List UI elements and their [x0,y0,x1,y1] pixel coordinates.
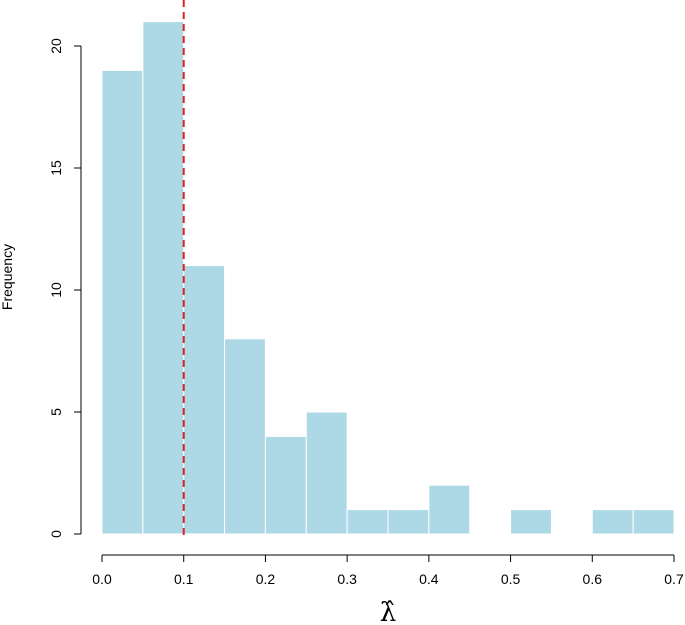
histogram-bar [510,509,552,535]
x-tick-label: 0.0 [92,571,112,587]
histogram-bar [264,435,307,535]
x-tick-label: 0.5 [501,571,521,587]
y-tick-label: 10 [48,282,64,298]
histogram-bar [101,69,144,535]
bars-layer [101,21,675,535]
histogram-bar [387,509,430,535]
x-tick-label: 0.2 [256,571,276,587]
x-tick-label: 0.1 [174,571,194,587]
y-axis: 0 5 10 15 20 [48,38,82,538]
histogram-bar [224,338,266,535]
x-tick-label: 0.3 [337,571,357,587]
y-tick-label: 15 [48,160,64,176]
histogram-bar [632,509,675,535]
histogram-bar [591,509,634,535]
y-tick-label: 5 [48,408,64,416]
histogram-bar [142,21,185,535]
x-tick-label: 0.4 [419,571,439,587]
y-tick-label: 20 [48,38,64,54]
x-tick-label: 0.7 [664,571,684,587]
x-tick-label: 0.6 [583,571,603,587]
histogram-bar [183,265,226,535]
y-tick-label: 0 [48,530,64,538]
histogram-bar [346,509,389,535]
x-axis: 0.0 0.1 0.2 0.3 0.4 0.5 0.6 0.7 [92,554,684,587]
x-axis-title: λ̂ [380,598,396,625]
histogram-bar [428,484,471,535]
histogram-bar [305,411,348,535]
y-axis-title: Frequency [0,244,15,310]
